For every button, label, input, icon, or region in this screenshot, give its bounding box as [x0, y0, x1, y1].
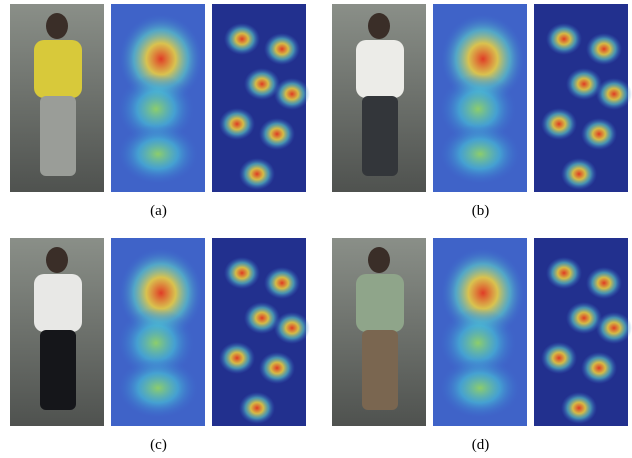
person-legs [40, 330, 76, 410]
heat-blob [546, 23, 582, 55]
heat-blob [440, 358, 520, 418]
heat-blob [219, 342, 255, 374]
heat-blob [440, 74, 516, 144]
heat-blob [546, 257, 582, 289]
heat-blob [244, 302, 280, 334]
heat-blob [561, 392, 597, 424]
heat-blob [118, 308, 194, 378]
caption: (a) [150, 203, 167, 219]
person-legs [40, 96, 76, 176]
heat-blob [541, 342, 577, 374]
heat-blob [596, 312, 632, 344]
heat-blob [581, 118, 617, 150]
heat-blob [274, 78, 310, 110]
person-shirt [356, 40, 404, 98]
heat-blob [244, 68, 280, 100]
heat-blob [224, 257, 260, 289]
heat-blob [561, 158, 597, 190]
caption: (c) [150, 437, 167, 453]
panel: (b) [332, 4, 632, 219]
caption: (b) [472, 203, 490, 219]
person-legs [362, 96, 398, 176]
person-legs [362, 330, 398, 410]
heat-blob [259, 118, 295, 150]
person-shirt [34, 40, 82, 98]
person-head [368, 247, 390, 273]
heat-blob [264, 267, 300, 299]
heat-blob [596, 78, 632, 110]
heat-blob [118, 74, 194, 144]
panel: (a) [10, 4, 310, 219]
heat-blob [239, 392, 275, 424]
person-shirt [34, 274, 82, 332]
caption: (d) [472, 437, 490, 453]
panel: (c) [10, 238, 310, 453]
heat-blob [264, 33, 300, 65]
person-shirt [356, 274, 404, 332]
heat-blob [440, 308, 516, 378]
heat-blob [118, 124, 198, 184]
person-head [46, 247, 68, 273]
heat-blob [259, 352, 295, 384]
heat-blob [239, 158, 275, 190]
heat-blob [566, 302, 602, 334]
heat-blob [566, 68, 602, 100]
heat-blob [118, 358, 198, 418]
person-head [46, 13, 68, 39]
heat-blob [224, 23, 260, 55]
person-head [368, 13, 390, 39]
panel: (d) [332, 238, 632, 453]
heat-blob [541, 108, 577, 140]
heat-blob [440, 124, 520, 184]
heat-blob [586, 267, 622, 299]
heat-blob [581, 352, 617, 384]
heat-blob [586, 33, 622, 65]
heat-blob [219, 108, 255, 140]
panels: (a) (b) (c) (d) [10, 4, 632, 453]
heat-blob [274, 312, 310, 344]
